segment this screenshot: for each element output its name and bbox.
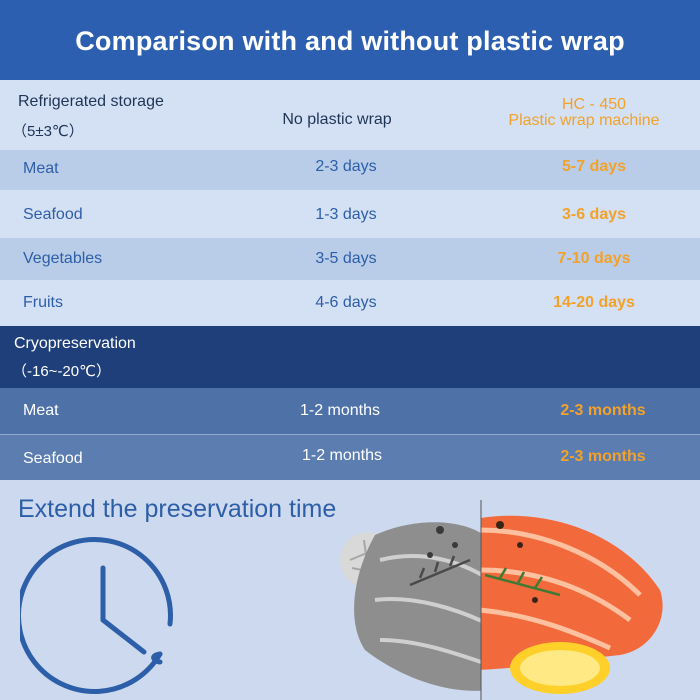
preservation-heading: Extend the preservation time (18, 495, 337, 523)
refrigerated-temp: （5±3℃） (12, 123, 84, 140)
cryo-with-wrap-meat: 2-3 months (560, 402, 646, 419)
cryo-temp: （-16~-20℃） (12, 363, 111, 380)
row-with-wrap-meat: 5-7 days (561, 158, 627, 175)
cryo-no-wrap-seafood: 1-2 months (301, 447, 383, 464)
row-with-wrap-fruits: 14-20 days (553, 294, 635, 311)
table-row (0, 150, 700, 190)
row-divider (0, 434, 700, 435)
row-no-wrap-fruits: 4-6 days (315, 294, 377, 311)
cryo-item-seafood: Seafood (23, 450, 83, 467)
row-with-wrap-seafood: 3-6 days (561, 206, 627, 223)
cryo-with-wrap-seafood: 2-3 months (560, 448, 646, 465)
table-row (0, 280, 700, 326)
table-row (0, 435, 700, 480)
salmon-comparison-image (340, 500, 663, 700)
title-banner: Comparison with and without plastic wrap (0, 0, 700, 80)
row-item-seafood: Seafood (23, 206, 83, 223)
column-header-no-wrap: No plastic wrap (282, 111, 392, 128)
cryo-label: Cryopreservation (14, 335, 136, 352)
row-item-vegetables: Vegetables (23, 250, 103, 267)
table-row (0, 238, 700, 280)
column-header-machine: Plastic wrap machine (508, 112, 660, 129)
row-no-wrap-meat: 2-3 days (315, 158, 377, 175)
refrigerated-header-row (0, 80, 700, 150)
row-no-wrap-seafood: 1-3 days (315, 206, 377, 223)
table-row (0, 190, 700, 238)
page-title: Comparison with and without plastic wrap (75, 25, 625, 56)
cryo-no-wrap-meat: 1-2 months (299, 402, 381, 419)
cryo-item-meat: Meat (23, 402, 59, 419)
column-header-model: HC - 450 (561, 96, 627, 113)
clock-icon (20, 537, 173, 694)
row-item-meat: Meat (23, 160, 59, 177)
cryo-header-row (0, 326, 700, 388)
refrigerated-label: Refrigerated storage (18, 93, 164, 110)
row-item-fruits: Fruits (23, 294, 63, 311)
table-row (0, 388, 700, 434)
row-no-wrap-vegetables: 3-5 days (315, 250, 377, 267)
row-with-wrap-vegetables: 7-10 days (557, 250, 631, 267)
